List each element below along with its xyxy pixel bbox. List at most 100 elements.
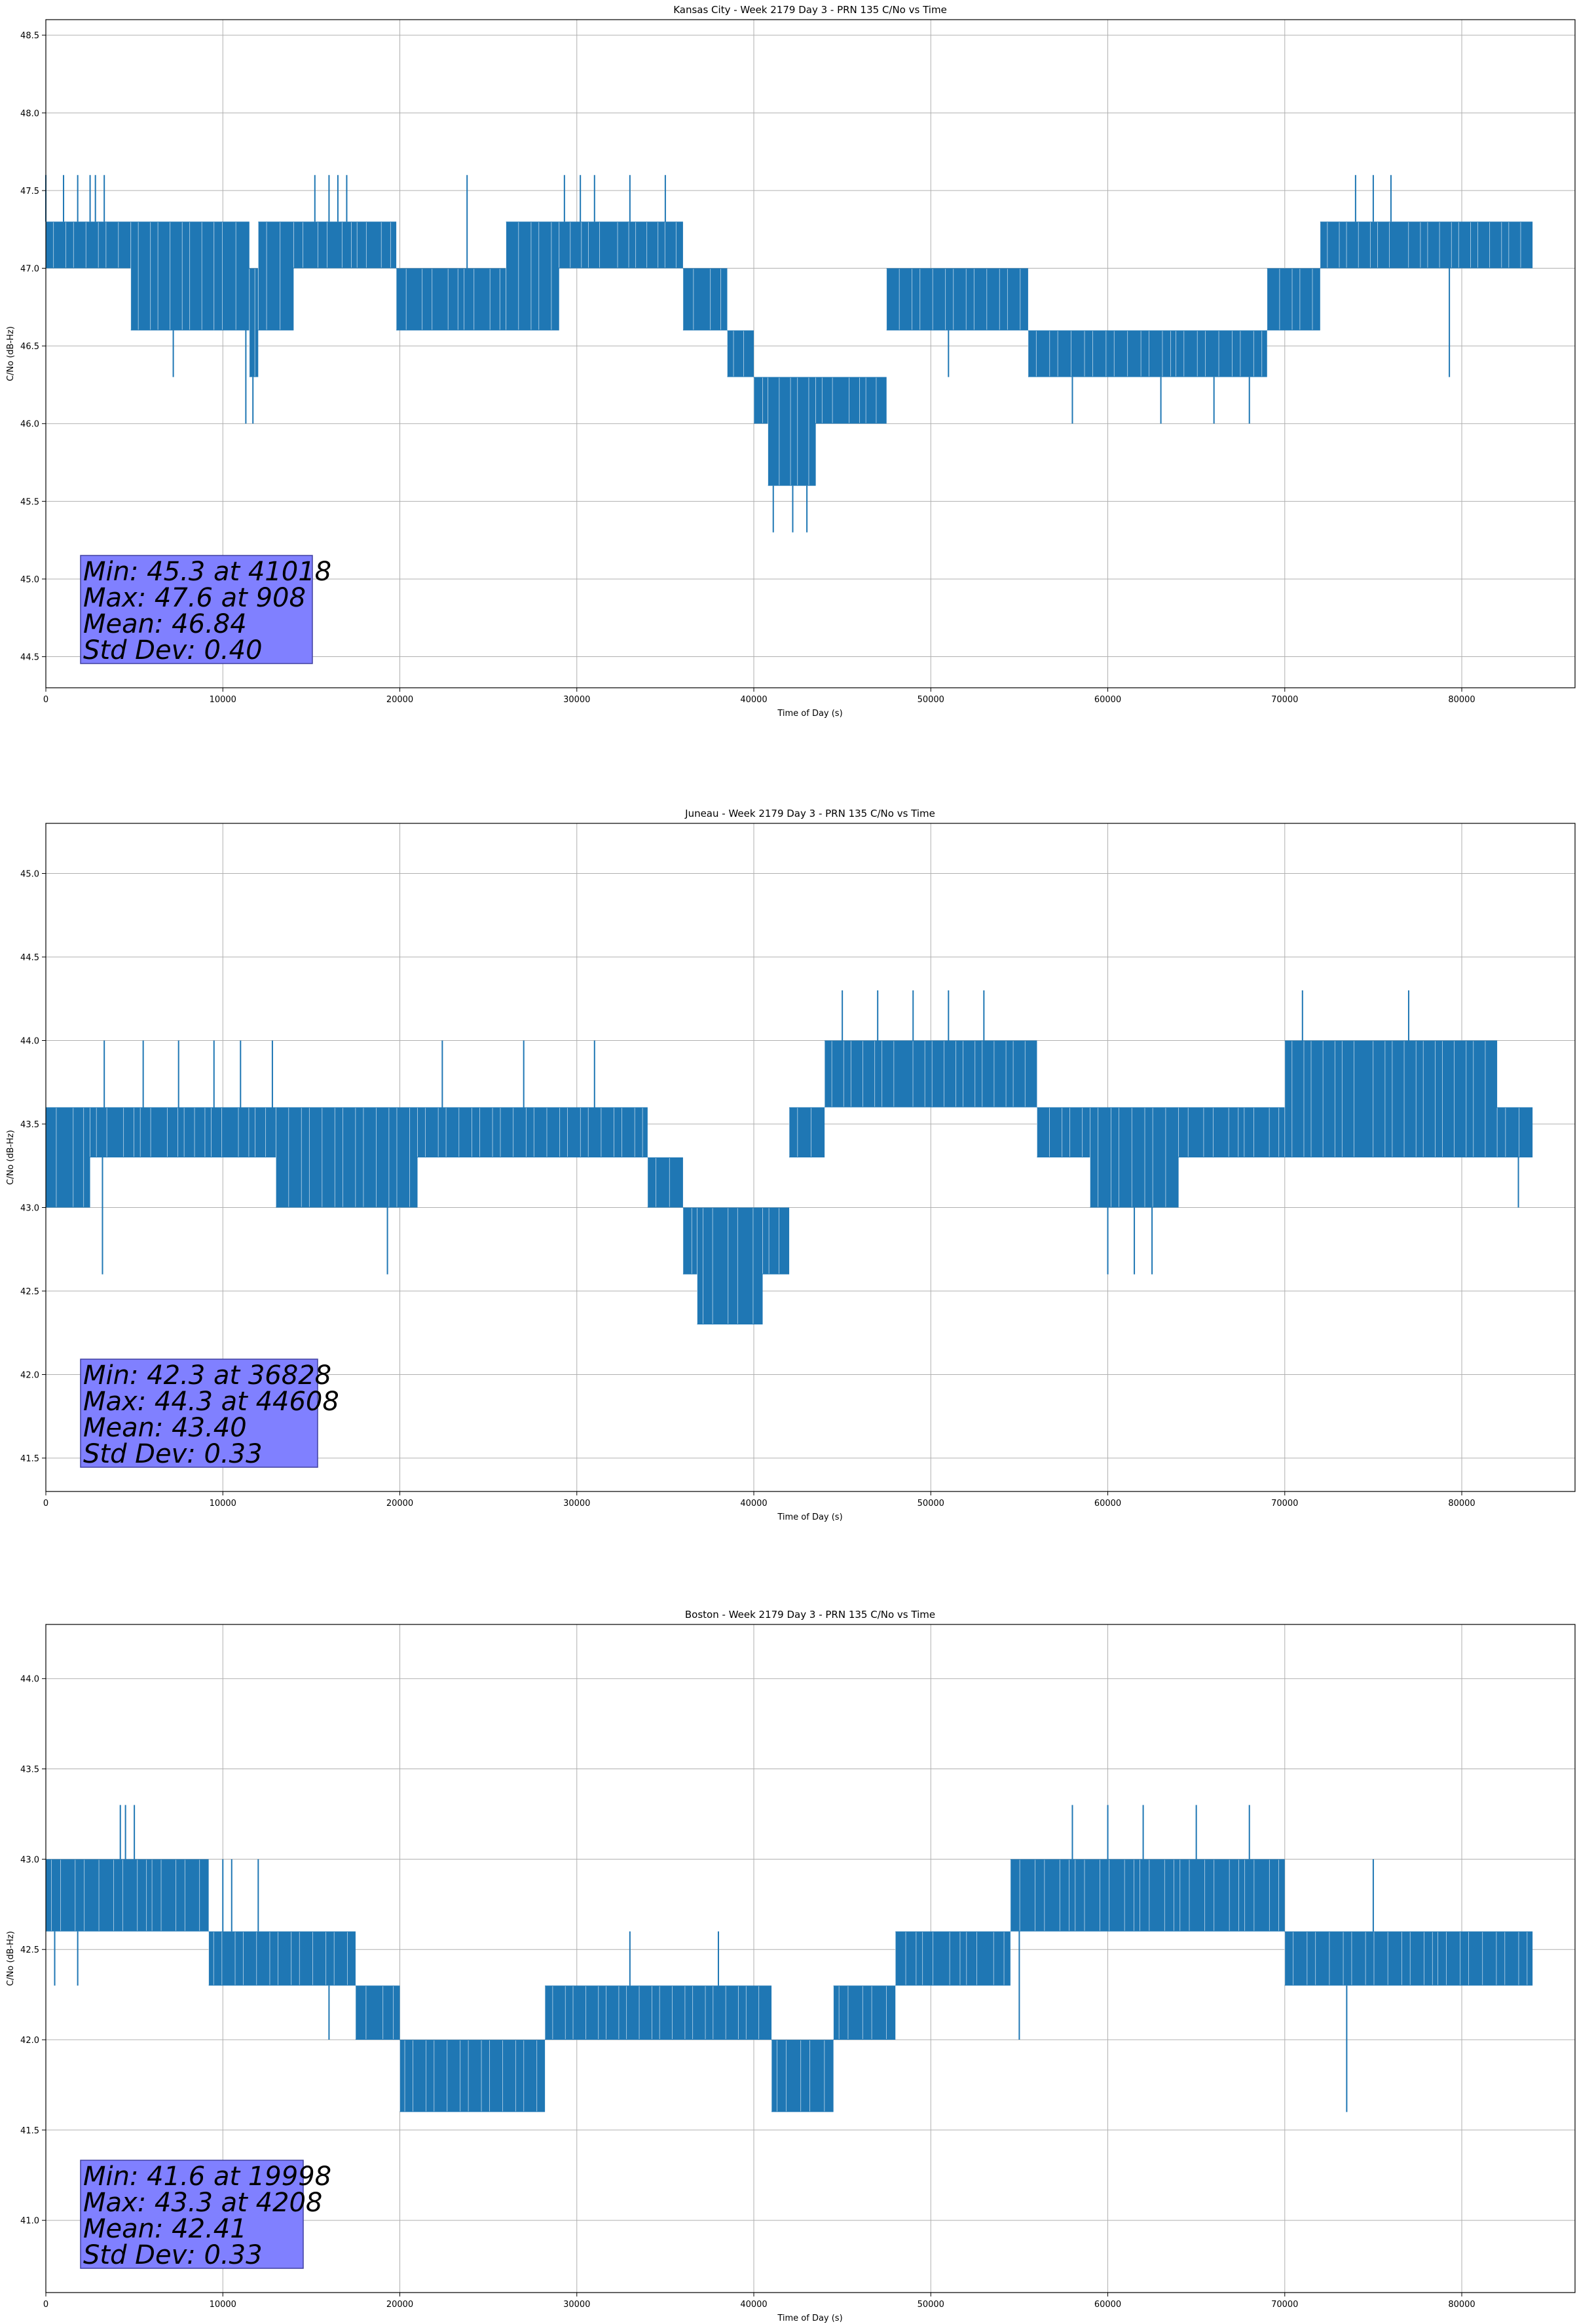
series-band <box>682 268 728 331</box>
y-tick-label: 42.5 <box>20 1287 39 1297</box>
y-tick-label: 43.0 <box>20 1204 39 1214</box>
series-band <box>46 1107 90 1208</box>
x-tick-label: 80000 <box>1448 1499 1475 1509</box>
x-tick-label: 70000 <box>1271 1499 1298 1509</box>
series-band <box>762 1207 790 1275</box>
x-tick-label: 30000 <box>563 2300 590 2310</box>
y-tick-label: 43.5 <box>20 1120 39 1130</box>
series-band <box>258 221 294 331</box>
stats-box: Min: 45.3 at 41018 Max: 47.6 at 908 Mean… <box>80 555 331 665</box>
y-axis-label: C/No (dB-Hz) <box>6 326 16 381</box>
y-tick-label: 47.5 <box>20 187 39 197</box>
stats-max: Max: 44.3 at 44608 <box>83 1387 339 1417</box>
data-layer <box>45 990 1533 1324</box>
y-tick-label: 41.5 <box>20 2126 39 2136</box>
y-tick-label: 44.5 <box>20 653 39 663</box>
series-band <box>293 221 397 269</box>
y-tick-label: 47.0 <box>20 265 39 274</box>
x-tick-label: 30000 <box>563 695 590 705</box>
y-tick-label: 45.5 <box>20 497 39 507</box>
x-tick-label: 60000 <box>1094 1499 1121 1509</box>
series-band <box>559 221 683 269</box>
y-tick-label: 48.5 <box>20 31 39 41</box>
series-band <box>545 1985 772 2040</box>
stats-box-background <box>80 2160 304 2269</box>
stats-mean: Mean: 46.84 <box>83 609 247 639</box>
series-band <box>1267 268 1320 331</box>
x-tick-label: 20000 <box>386 695 413 705</box>
x-tick-label: 40000 <box>740 1499 767 1509</box>
series-band <box>1497 1107 1533 1157</box>
series-band <box>396 268 506 331</box>
stats-min: Min: 45.3 at 41018 <box>83 557 331 587</box>
tick-layer: 0 10000 20000 30000 40000 50000 60000 70000 8000… <box>20 870 1475 1509</box>
y-tick-label: 45.0 <box>20 870 39 880</box>
y-axis-label: C/No (dB-Hz) <box>6 1931 16 1986</box>
stats-min: Min: 41.6 at 19998 <box>83 2162 331 2192</box>
y-tick-label: 46.0 <box>20 420 39 430</box>
series-band <box>833 1985 896 2040</box>
series-band <box>727 330 754 377</box>
x-tick-label: 20000 <box>386 1499 413 1509</box>
series-band <box>276 1107 418 1208</box>
series-band <box>697 1207 763 1324</box>
x-tick-label: 0 <box>43 1499 48 1509</box>
data-layer <box>45 1805 1533 2112</box>
x-tick-label: 10000 <box>210 695 236 705</box>
series-band <box>417 1107 648 1157</box>
stats-std-dev: Std Dev: 0.33 <box>83 2240 263 2270</box>
y-tick-label: 42.0 <box>20 2036 39 2046</box>
stats-box: Min: 41.6 at 19998 Max: 43.3 at 4208 Mea… <box>80 2160 331 2270</box>
x-tick-label: 80000 <box>1448 695 1475 705</box>
series-band <box>130 221 214 331</box>
y-axis-label: C/No (dB-Hz) <box>6 1130 16 1185</box>
series-band <box>90 1107 276 1157</box>
series-band <box>1010 1859 1285 1932</box>
stats-min: Min: 42.3 at 36828 <box>83 1360 331 1391</box>
stats-max: Max: 43.3 at 4208 <box>83 2188 322 2218</box>
x-tick-label: 0 <box>43 695 48 705</box>
x-tick-label: 10000 <box>210 2300 236 2310</box>
y-tick-label: 44.0 <box>20 1037 39 1047</box>
y-tick-label: 42.5 <box>20 1945 39 1955</box>
data-layer <box>45 175 1533 533</box>
series-band <box>213 221 250 331</box>
tick-layer: 0 10000 20000 30000 40000 50000 60000 70000 8000… <box>20 31 1475 705</box>
panel-juneau: Juneau - Week 2179 Day 3 - PRN 135 C/No … <box>6 808 1576 1522</box>
series-band <box>399 2040 546 2112</box>
x-tick-label: 80000 <box>1448 2300 1475 2310</box>
y-tick-label: 42.0 <box>20 1371 39 1381</box>
x-axis-label: Time of Day (s) <box>777 2314 842 2323</box>
series-band <box>768 377 816 486</box>
series-band <box>886 268 1028 331</box>
series-band <box>682 1207 697 1275</box>
chart-title: Kansas City - Week 2179 Day 3 - PRN 135 … <box>673 4 947 16</box>
series-band <box>789 1107 825 1157</box>
x-tick-label: 40000 <box>740 695 767 705</box>
series-band <box>825 1040 1037 1108</box>
x-tick-label: 50000 <box>918 2300 944 2310</box>
series-band <box>771 2040 834 2112</box>
stats-mean: Mean: 43.40 <box>83 1413 247 1443</box>
x-tick-label: 30000 <box>563 1499 590 1509</box>
y-tick-label: 44.5 <box>20 953 39 963</box>
chart-title: Juneau - Week 2179 Day 3 - PRN 135 C/No … <box>684 808 935 819</box>
axes-frame <box>45 823 1576 1492</box>
chart-title: Boston - Week 2179 Day 3 - PRN 135 C/No … <box>685 1609 935 1621</box>
series-band <box>815 377 887 424</box>
x-tick-label: 60000 <box>1094 2300 1121 2310</box>
stats-box: Min: 42.3 at 36828 Max: 44.3 at 44608 Me… <box>80 1359 339 1469</box>
x-axis-label: Time of Day (s) <box>777 709 842 719</box>
x-tick-label: 50000 <box>918 695 944 705</box>
series-band <box>208 1931 356 1986</box>
y-tick-label: 46.5 <box>20 342 39 352</box>
panel-kansas-city: Kansas City - Week 2179 Day 3 - PRN 135 … <box>6 4 1576 719</box>
y-tick-label: 43.0 <box>20 1855 39 1865</box>
stats-std-dev: Std Dev: 0.33 <box>83 1439 263 1469</box>
series-band <box>355 1985 400 2040</box>
series-band <box>1320 221 1533 269</box>
stats-box-background <box>80 555 313 664</box>
x-tick-label: 10000 <box>210 1499 236 1509</box>
axes-frame <box>45 1624 1576 2293</box>
